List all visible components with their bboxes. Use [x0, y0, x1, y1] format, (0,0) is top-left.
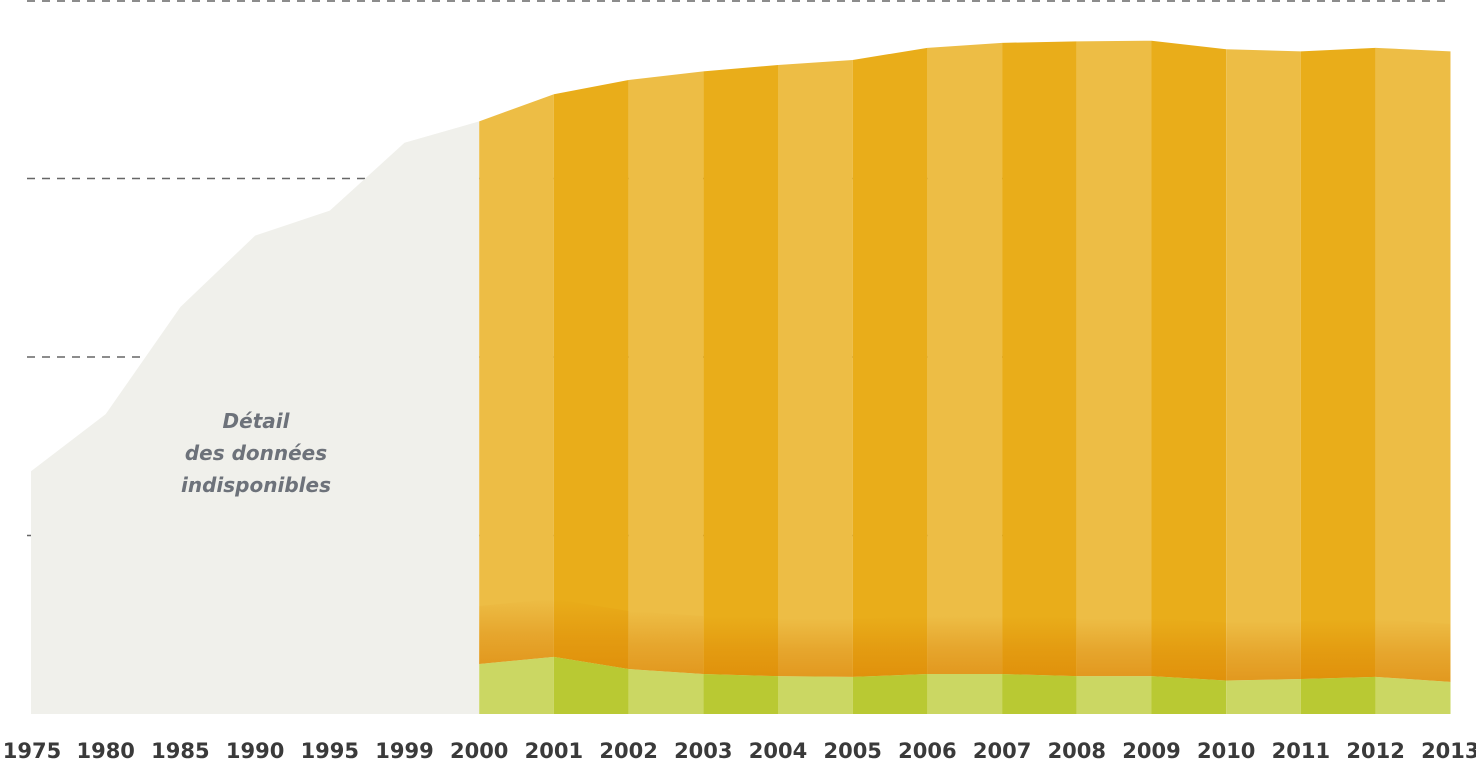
band-shadow-2002 — [628, 611, 704, 675]
band-shadow-2010 — [1226, 621, 1301, 681]
band-shadow-2003 — [703, 616, 778, 677]
upper-band-segment-2001 — [553, 79, 629, 670]
band-shadow-2000 — [479, 598, 554, 665]
upper-band-segment-2002 — [628, 71, 704, 675]
upper-band-segment-2005 — [852, 47, 928, 677]
x-tick-label-2003: 2003 — [674, 739, 732, 760]
x-tick-label-2008: 2008 — [1048, 739, 1106, 760]
band-shadow-2005 — [852, 616, 928, 677]
x-tick-label-2013: 2013 — [1421, 739, 1476, 760]
lower-band-segment-2009 — [1151, 676, 1227, 714]
lower-band-segment-2005 — [852, 674, 928, 714]
lower-band-segment-2002 — [628, 669, 704, 714]
plot-area — [31, 40, 1451, 714]
upper-band-segment-2008 — [1076, 40, 1152, 677]
lower-band-segment-2008 — [1076, 676, 1152, 714]
annotation-line-3: indisponibles — [181, 473, 331, 497]
upper-band-segment-2004 — [778, 59, 853, 677]
x-tick-label-2012: 2012 — [1346, 739, 1404, 760]
x-axis: 1975 1980 1985 1990 1995 1999 2000 2001 2002 2003… — [3, 739, 1476, 760]
annotation-line-1: Détail — [223, 409, 291, 433]
x-tick-label-1980: 1980 — [76, 739, 134, 760]
upper-band-segment-2003 — [703, 64, 778, 677]
lower-band-segment-2000 — [479, 656, 554, 714]
band-shadow-2012 — [1375, 618, 1451, 682]
band-shadow-2011 — [1300, 618, 1376, 680]
band-shadow-2006 — [927, 616, 1003, 675]
lower-band-segment-2010 — [1226, 679, 1301, 714]
x-tick-label-2001: 2001 — [525, 739, 583, 760]
x-tick-label-2009: 2009 — [1122, 739, 1180, 760]
x-tick-label-1990: 1990 — [226, 739, 284, 760]
x-tick-label-1999: 1999 — [375, 739, 433, 760]
lower-band-segment-2007 — [1002, 674, 1077, 714]
lower-band-segment-2004 — [778, 676, 853, 714]
annotation: Détail des données indisponibles — [181, 409, 331, 497]
upper-band-segment-2000 — [479, 94, 554, 665]
lower-band-segment-2012 — [1375, 676, 1451, 714]
band-shadow-2008 — [1076, 618, 1152, 677]
band-shadow-2004 — [778, 618, 853, 677]
x-tick-label-2011: 2011 — [1272, 739, 1330, 760]
lower-band-segment-2003 — [703, 674, 778, 714]
undetailed-area — [31, 121, 480, 714]
annotation-line-2: des données — [185, 441, 327, 465]
x-tick-label-2000: 2000 — [450, 739, 508, 760]
lower-band-segment-2011 — [1300, 676, 1376, 714]
x-tick-label-2002: 2002 — [599, 739, 657, 760]
upper-band-segment-2006 — [927, 42, 1003, 675]
x-tick-label-1985: 1985 — [151, 739, 209, 760]
x-tick-label-2006: 2006 — [898, 739, 956, 760]
x-tick-label-1995: 1995 — [301, 739, 359, 760]
x-tick-label-2007: 2007 — [973, 739, 1031, 760]
band-shadow-2009 — [1151, 618, 1227, 681]
upper-band-segment-2012 — [1375, 47, 1451, 682]
band-shadow-2001 — [553, 598, 629, 670]
upper-band-segment-2007 — [1002, 41, 1077, 677]
lower-band-segment-2001 — [553, 656, 629, 714]
upper-band-segment-2011 — [1300, 47, 1376, 680]
x-tick-label-2004: 2004 — [749, 739, 807, 760]
lower-band-segment-2006 — [927, 674, 1003, 714]
band-shadow-2007 — [1002, 616, 1077, 677]
upper-band-segment-2009 — [1151, 40, 1227, 681]
x-tick-label-2010: 2010 — [1197, 739, 1255, 760]
x-tick-label-1975: 1975 — [3, 739, 61, 760]
upper-band-segment-2010 — [1226, 49, 1301, 681]
x-tick-label-2005: 2005 — [823, 739, 881, 760]
